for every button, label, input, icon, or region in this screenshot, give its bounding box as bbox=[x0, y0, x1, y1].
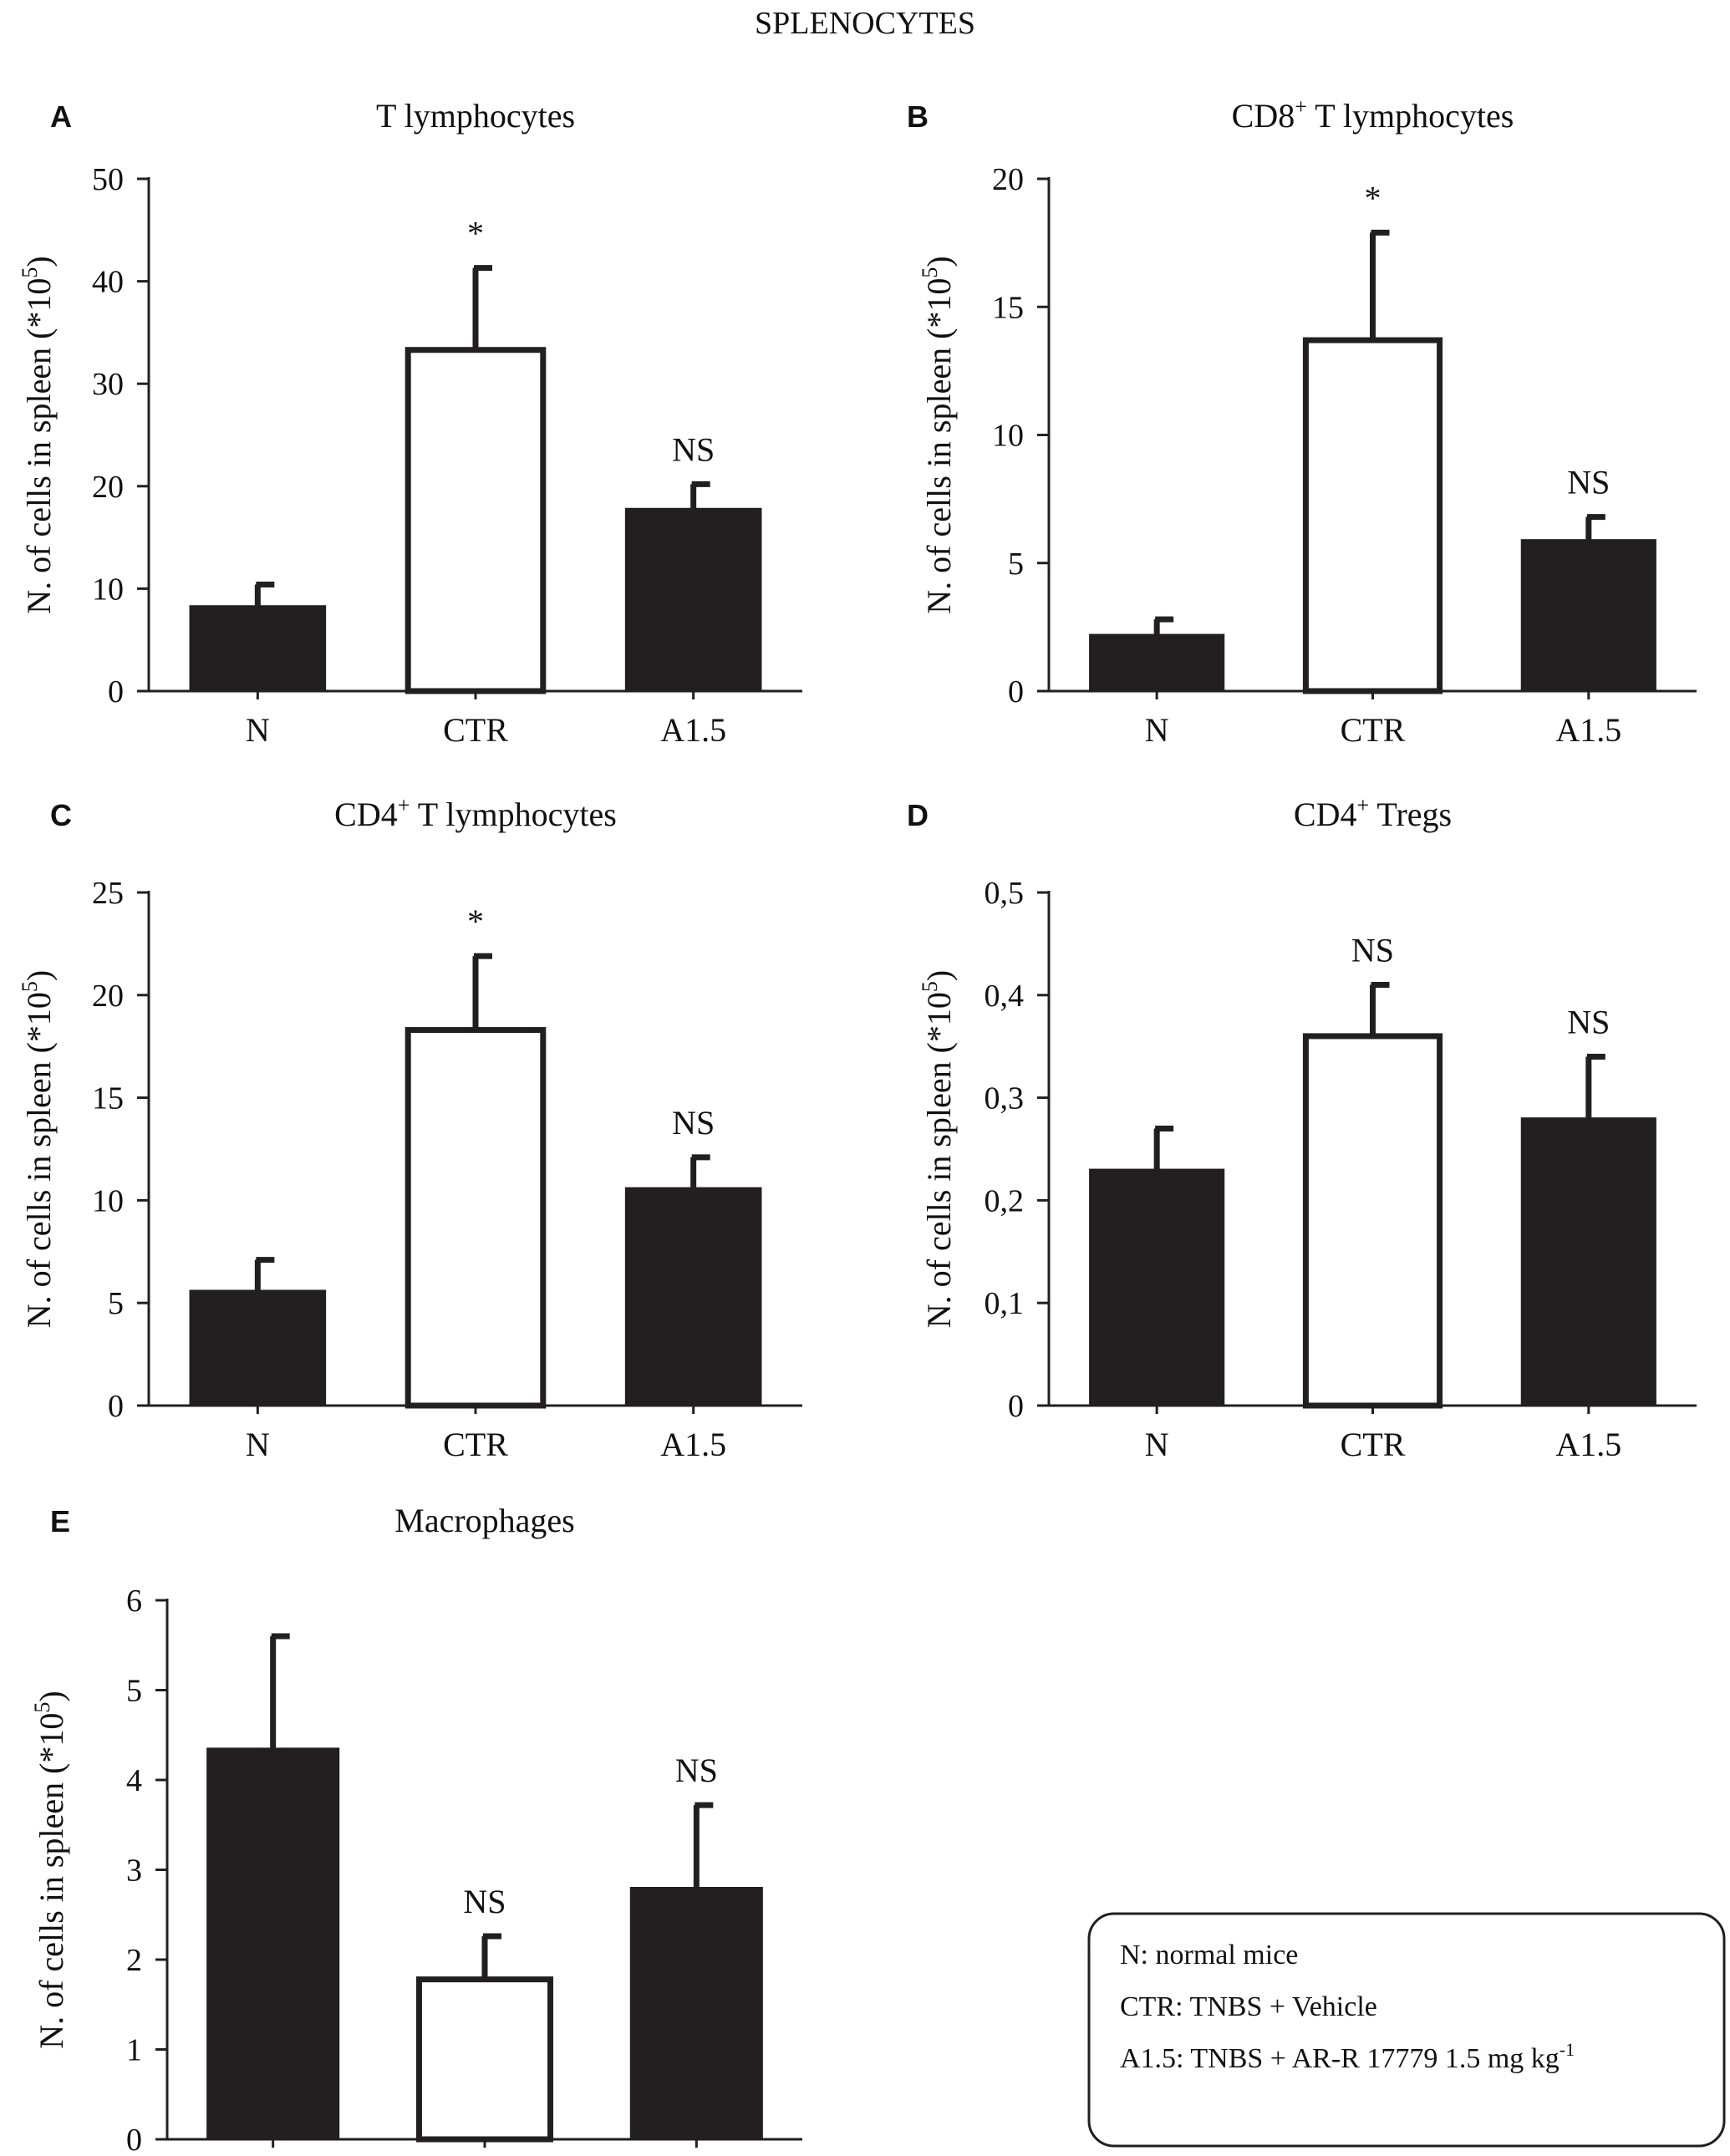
significance-label: * bbox=[467, 903, 484, 940]
significance-label: NS bbox=[675, 1752, 718, 1789]
y-tick-label: 40 bbox=[92, 265, 124, 300]
bar-n bbox=[1089, 1168, 1225, 1407]
y-axis-label: N. of cells in spleen (*105) bbox=[18, 256, 58, 613]
bar-n bbox=[1089, 633, 1225, 693]
x-tick-label: CTR bbox=[443, 711, 508, 749]
x-tick-label: N bbox=[246, 1426, 270, 1463]
chart-title: Macrophages bbox=[394, 1502, 574, 1539]
significance-label: * bbox=[1365, 179, 1381, 216]
panel-letter: A bbox=[50, 99, 72, 134]
y-tick-label: 0 bbox=[1008, 674, 1024, 709]
bar-ctr bbox=[1302, 337, 1443, 694]
bar-a15 bbox=[1520, 539, 1656, 692]
legend-item-ctr: CTR: TNBS + Vehicle bbox=[1120, 1991, 1377, 2022]
chart-title: T lymphocytes bbox=[376, 97, 575, 135]
y-tick-label: 20 bbox=[92, 979, 124, 1014]
x-tick-label: CTR bbox=[1341, 711, 1406, 749]
chart-panel-e: E Macrophages N. of cells in spleen (*105)… bbox=[30, 1502, 802, 2156]
bar-ctr bbox=[405, 347, 547, 694]
y-tick-label: 0,3 bbox=[985, 1081, 1025, 1116]
y-axis-label: N. of cells in spleen (*105) bbox=[30, 1691, 70, 2048]
y-tick-label: 10 bbox=[92, 572, 124, 607]
y-tick-label: 10 bbox=[992, 419, 1024, 454]
chart-panel-c: C CD4+ T lymphocytes N. of cells in spleen… bbox=[18, 793, 802, 1463]
y-tick-label: 5 bbox=[108, 1286, 124, 1321]
bar-a15 bbox=[624, 1187, 762, 1406]
y-tick-label: 4 bbox=[126, 1763, 142, 1798]
bar-n bbox=[189, 605, 327, 693]
y-tick-label: 0,2 bbox=[985, 1183, 1025, 1218]
y-tick-label: 20 bbox=[92, 470, 124, 505]
chart-panel-d: D CD4+ Tregs N. of cells in spleen (*105) 0… bbox=[907, 793, 1697, 1463]
x-tick-label: N bbox=[246, 711, 270, 749]
significance-label: NS bbox=[672, 430, 715, 468]
y-tick-label: 5 bbox=[1008, 547, 1024, 582]
legend: N: normal mice CTR: TNBS + Vehicle A1.5:… bbox=[1087, 1912, 1726, 2148]
chart-title: CD4+ T lymphocytes bbox=[334, 793, 617, 833]
chart-panel-a: A T lymphocytes N. of cells in spleen (*10… bbox=[18, 97, 802, 749]
significance-label: NS bbox=[672, 1104, 715, 1142]
bar-ctr bbox=[1302, 1033, 1443, 1409]
y-tick-label: 6 bbox=[126, 1584, 142, 1619]
x-tick-label: A1.5 bbox=[1555, 1426, 1621, 1463]
legend-item-normal: N: normal mice bbox=[1120, 1940, 1298, 1970]
chart-title: CD8+ T lymphocytes bbox=[1232, 94, 1514, 135]
y-tick-label: 1 bbox=[126, 2033, 142, 2068]
x-tick-label: A1.5 bbox=[1555, 711, 1621, 749]
y-tick-label: 0 bbox=[1008, 1389, 1024, 1424]
y-tick-label: 3 bbox=[126, 1853, 142, 1889]
y-tick-label: 10 bbox=[92, 1183, 124, 1218]
bar-a15 bbox=[629, 1887, 763, 2140]
x-tick-label: N bbox=[1145, 1426, 1169, 1463]
y-tick-label: 0 bbox=[108, 674, 124, 709]
x-tick-label: CTR bbox=[443, 1426, 508, 1463]
y-tick-label: 5 bbox=[126, 1674, 142, 1709]
y-tick-label: 20 bbox=[992, 162, 1024, 197]
y-tick-label: 15 bbox=[992, 290, 1024, 325]
y-axis-label: N. of cells in spleen (*105) bbox=[18, 970, 58, 1328]
y-tick-label: 0 bbox=[126, 2123, 142, 2156]
bar-a15 bbox=[624, 507, 762, 692]
y-tick-label: 0,1 bbox=[985, 1286, 1025, 1321]
significance-label: NS bbox=[1567, 464, 1610, 501]
y-tick-label: 30 bbox=[92, 367, 124, 402]
bar-a15 bbox=[1520, 1117, 1656, 1407]
y-tick-label: 15 bbox=[92, 1081, 124, 1116]
y-axis-label: N. of cells in spleen (*105) bbox=[918, 970, 958, 1328]
figure-title: SPLENOCYTES bbox=[755, 6, 975, 41]
y-tick-label: 0,5 bbox=[985, 876, 1025, 911]
panel-letter: D bbox=[907, 798, 929, 832]
chart-panel-b: B CD8+ T lymphocytes N. of cells in spleen… bbox=[907, 94, 1697, 749]
y-tick-label: 0 bbox=[108, 1389, 124, 1424]
x-tick-label: A1.5 bbox=[660, 1426, 726, 1463]
significance-label: * bbox=[467, 215, 484, 252]
bar-n bbox=[206, 1747, 340, 2140]
bar-n bbox=[189, 1289, 327, 1406]
y-tick-label: 50 bbox=[92, 162, 124, 197]
x-tick-label: CTR bbox=[1341, 1426, 1406, 1463]
y-tick-label: 25 bbox=[92, 876, 124, 911]
y-tick-label: 0,4 bbox=[985, 979, 1025, 1014]
x-tick-label: N bbox=[1145, 711, 1169, 749]
significance-label: NS bbox=[1351, 932, 1394, 969]
chart-title: CD4+ Tregs bbox=[1294, 793, 1452, 833]
x-tick-label: A1.5 bbox=[660, 711, 726, 749]
legend-item-a15: A1.5: TNBS + AR-R 17779 1.5 mg kg-1 bbox=[1120, 2039, 1575, 2074]
y-tick-label: 2 bbox=[126, 1943, 142, 1978]
legend-box bbox=[1087, 1912, 1726, 2148]
significance-label: NS bbox=[463, 1883, 506, 1920]
y-axis-label: N. of cells in spleen (*105) bbox=[918, 256, 958, 613]
panel-letter: C bbox=[50, 798, 72, 832]
panel-letter: E bbox=[50, 1504, 70, 1538]
chart-panels: A T lymphocytes N. of cells in spleen (*10… bbox=[18, 94, 1697, 2156]
significance-label: NS bbox=[1567, 1003, 1610, 1040]
panel-letter: B bbox=[907, 99, 929, 134]
bar-ctr bbox=[415, 1976, 554, 2143]
bar-ctr bbox=[405, 1027, 547, 1409]
